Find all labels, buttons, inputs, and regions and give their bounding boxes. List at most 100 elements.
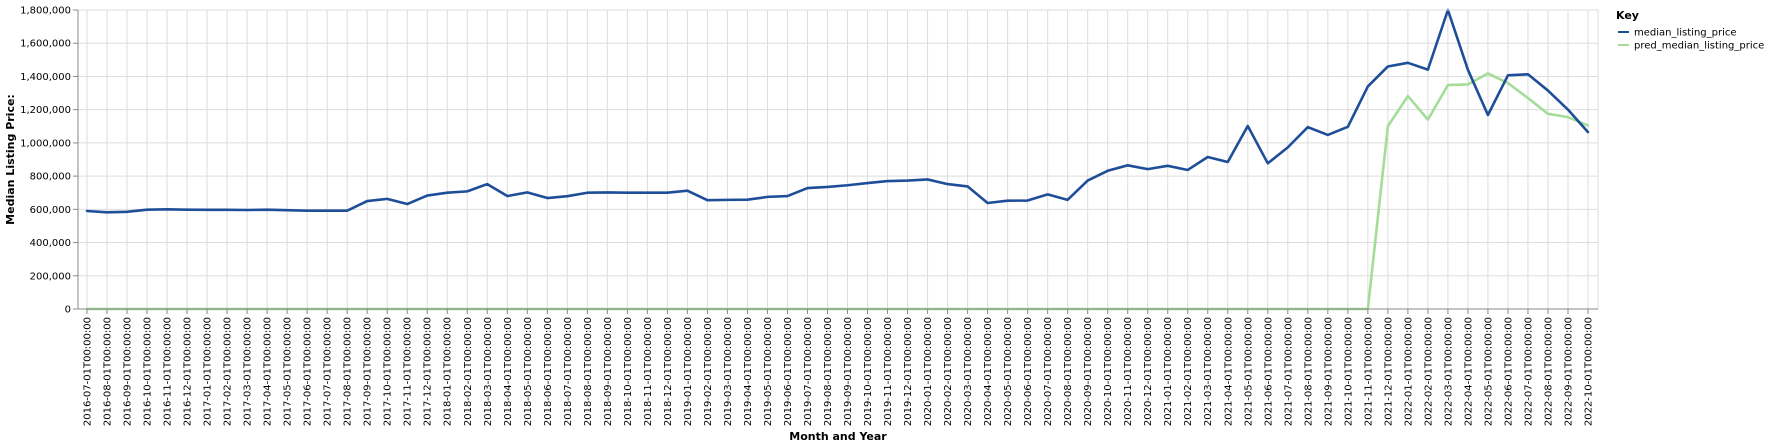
x-tick-label: 2017-10-01T00:00:00 [383,317,394,426]
x-tick-label: 2022-10-01T00:00:00 [1584,317,1595,426]
x-tick-label: 2019-04-01T00:00:00 [743,317,754,426]
x-tick-label: 2020-04-01T00:00:00 [983,317,994,426]
x-tick-label: 2018-04-01T00:00:00 [503,317,514,426]
legend-label: pred_median_listing_price [1634,41,1764,52]
series-line-median_listing_price [85,8,1590,214]
x-tick-label: 2018-12-01T00:00:00 [663,317,674,426]
x-tick-label: 2020-11-01T00:00:00 [1123,317,1134,426]
legend-title: Key [1616,9,1639,22]
x-tick-label: 2021-04-01T00:00:00 [1223,317,1234,426]
x-tick-label: 2022-09-01T00:00:00 [1563,317,1574,426]
x-tick-label: 2018-08-01T00:00:00 [583,317,594,426]
x-tick-label: 2019-02-01T00:00:00 [703,317,714,426]
x-tick-label: 2017-02-01T00:00:00 [223,317,234,426]
x-tick-label: 2016-09-01T00:00:00 [123,317,134,426]
legend-label: median_listing_price [1634,28,1737,39]
x-tick-label: 2019-06-01T00:00:00 [783,317,794,426]
x-tick-label: 2022-03-01T00:00:00 [1443,317,1454,426]
series-lines [85,8,1590,311]
x-tick-label: 2020-05-01T00:00:00 [1003,317,1014,426]
axes [73,9,1599,314]
x-tick-labels: 2016-07-01T00:00:00 2016-08-01T00:00:00 20… [83,317,1595,426]
x-tick-label: 2021-05-01T00:00:00 [1243,317,1254,426]
x-tick-label: 2021-12-01T00:00:00 [1383,317,1394,426]
legend-items: median_listing_price pred_median_listing_… [1618,28,1764,52]
x-tick-label: 2021-08-01T00:00:00 [1303,317,1314,426]
legend: Key median_listing_price pred_median_list… [1616,9,1764,52]
x-tick-label: 2018-07-01T00:00:00 [563,317,574,426]
x-tick-label: 2017-03-01T00:00:00 [243,317,254,426]
x-tick-label: 2019-11-01T00:00:00 [883,317,894,426]
x-tick-label: 2017-08-01T00:00:00 [343,317,354,426]
x-tick-label: 2022-08-01T00:00:00 [1543,317,1554,426]
y-tick-label: 0 [65,305,71,316]
x-tick-label: 2019-09-01T00:00:00 [843,317,854,426]
x-tick-label: 2022-04-01T00:00:00 [1463,317,1474,426]
x-tick-label: 2017-04-01T00:00:00 [263,317,274,426]
y-tick-label: 1,200,000 [20,105,71,116]
x-tick-label: 2021-01-01T00:00:00 [1163,317,1174,426]
x-tick-label: 2022-01-01T00:00:00 [1403,317,1414,426]
x-tick-label: 2019-05-01T00:00:00 [763,317,774,426]
x-tick-label: 2019-03-01T00:00:00 [723,317,734,426]
x-tick-label: 2022-06-01T00:00:00 [1503,317,1514,426]
x-tick-label: 2018-06-01T00:00:00 [543,317,554,426]
x-tick-label: 2021-07-01T00:00:00 [1283,317,1294,426]
x-tick-label: 2021-10-01T00:00:00 [1343,317,1354,426]
x-tick-label: 2022-07-01T00:00:00 [1523,317,1534,426]
x-tick-label: 2021-09-01T00:00:00 [1323,317,1334,426]
x-tick-label: 2020-06-01T00:00:00 [1023,317,1034,426]
x-tick-label: 2022-02-01T00:00:00 [1423,317,1434,426]
x-tick-label: 2021-06-01T00:00:00 [1263,317,1274,426]
y-tick-label: 200,000 [30,271,71,282]
y-tick-label: 400,000 [30,238,71,249]
x-tick-label: 2019-01-01T00:00:00 [683,317,694,426]
x-tick-label: 2018-10-01T00:00:00 [623,317,634,426]
x-tick-label: 2018-05-01T00:00:00 [523,317,534,426]
y-axis-title: Median Listing Price: [4,94,17,225]
x-tick-label: 2021-03-01T00:00:00 [1203,317,1214,426]
y-tick-labels: 0 200,000 400,000 600,000 800,000 1,000,000 1,… [20,6,71,316]
x-tick-label: 2019-12-01T00:00:00 [903,317,914,426]
x-tick-label: 2016-08-01T00:00:00 [103,317,114,426]
series-line-pred_median_listing_price [85,72,1590,311]
x-tick-label: 2016-11-01T00:00:00 [163,317,174,426]
x-tick-label: 2017-05-01T00:00:00 [283,317,294,426]
x-tick-label: 2021-11-01T00:00:00 [1363,317,1374,426]
y-tick-label: 1,000,000 [20,138,71,149]
y-tick-label: 1,800,000 [20,6,71,17]
x-tick-label: 2018-03-01T00:00:00 [483,317,494,426]
x-tick-label: 2018-11-01T00:00:00 [643,317,654,426]
x-tick-label: 2020-10-01T00:00:00 [1103,317,1114,426]
x-tick-label: 2018-09-01T00:00:00 [603,317,614,426]
x-tick-label: 2020-12-01T00:00:00 [1143,317,1154,426]
y-tick-label: 600,000 [30,205,71,216]
x-tick-label: 2020-02-01T00:00:00 [943,317,954,426]
x-tick-label: 2021-02-01T00:00:00 [1183,317,1194,426]
x-tick-label: 2017-12-01T00:00:00 [423,317,434,426]
y-tick-label: 1,400,000 [20,72,71,83]
x-tick-label: 2017-01-01T00:00:00 [203,317,214,426]
x-tick-label: 2017-09-01T00:00:00 [363,317,374,426]
x-tick-label: 2019-08-01T00:00:00 [823,317,834,426]
x-tick-label: 2018-02-01T00:00:00 [463,317,474,426]
x-tick-label: 2017-07-01T00:00:00 [323,317,334,426]
x-tick-label: 2019-10-01T00:00:00 [863,317,874,426]
plot-frame [77,9,1599,310]
x-tick-label: 2022-05-01T00:00:00 [1483,317,1494,426]
x-tick-label: 2016-07-01T00:00:00 [83,317,94,426]
x-axis-title: Month and Year [789,430,887,443]
x-tick-label: 2018-01-01T00:00:00 [443,317,454,426]
y-tick-label: 800,000 [30,172,71,183]
x-tick-label: 2017-11-01T00:00:00 [403,317,414,426]
x-tick-label: 2020-09-01T00:00:00 [1083,317,1094,426]
x-tick-label: 2020-01-01T00:00:00 [923,317,934,426]
x-tick-label: 2016-10-01T00:00:00 [143,317,154,426]
y-tick-label: 1,600,000 [20,39,71,50]
x-tick-label: 2020-08-01T00:00:00 [1063,317,1074,426]
x-tick-label: 2020-07-01T00:00:00 [1043,317,1054,426]
x-tick-label: 2019-07-01T00:00:00 [803,317,814,426]
x-tick-label: 2016-12-01T00:00:00 [183,317,194,426]
x-tick-label: 2020-03-01T00:00:00 [963,317,974,426]
